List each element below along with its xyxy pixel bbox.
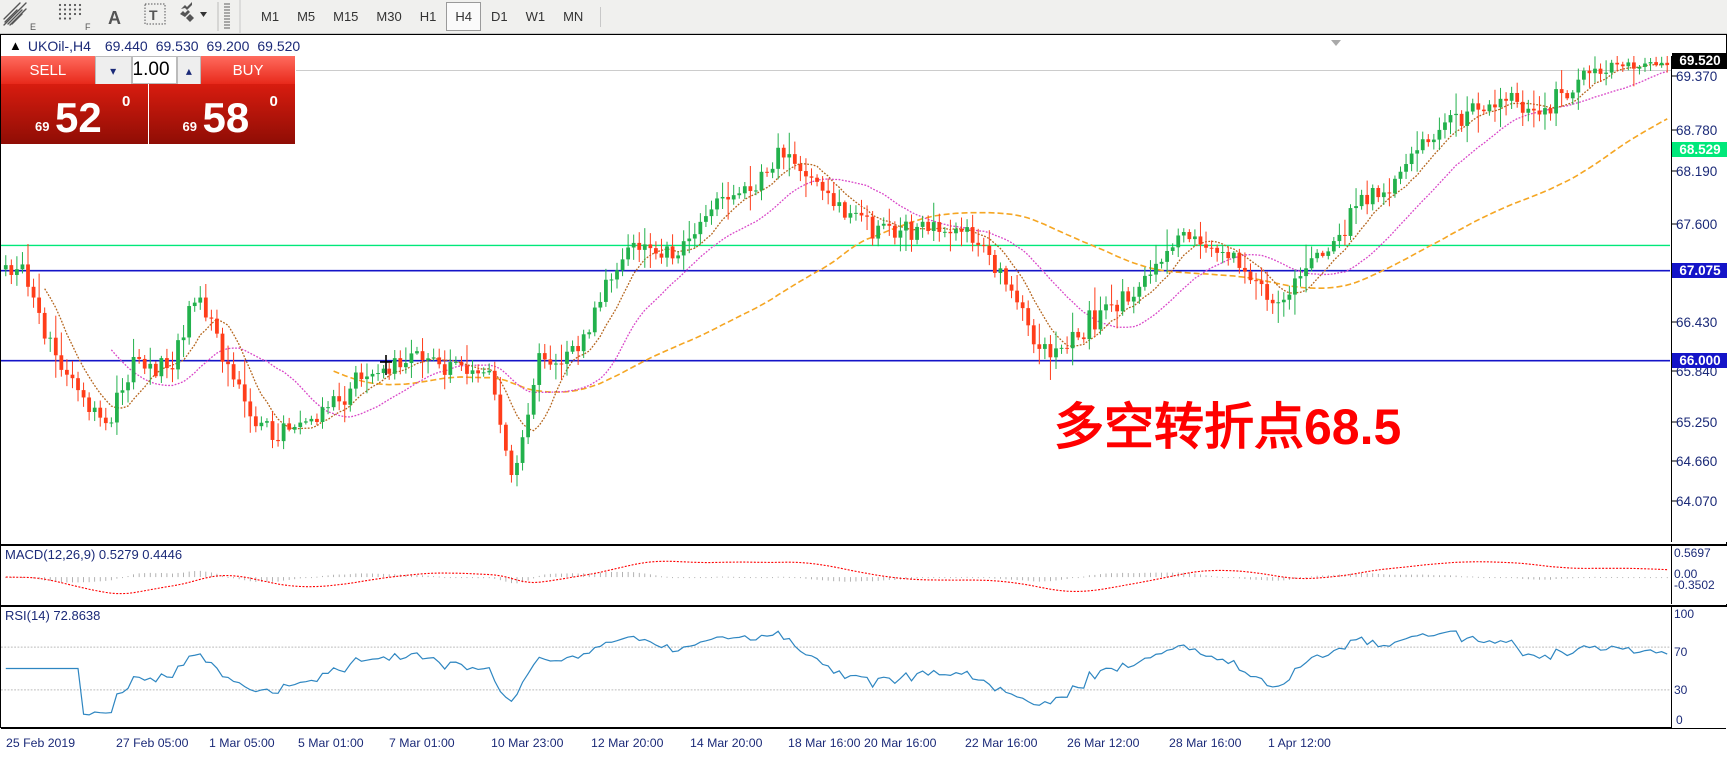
- svg-text:多空转折点68.5: 多空转折点68.5: [1054, 399, 1401, 455]
